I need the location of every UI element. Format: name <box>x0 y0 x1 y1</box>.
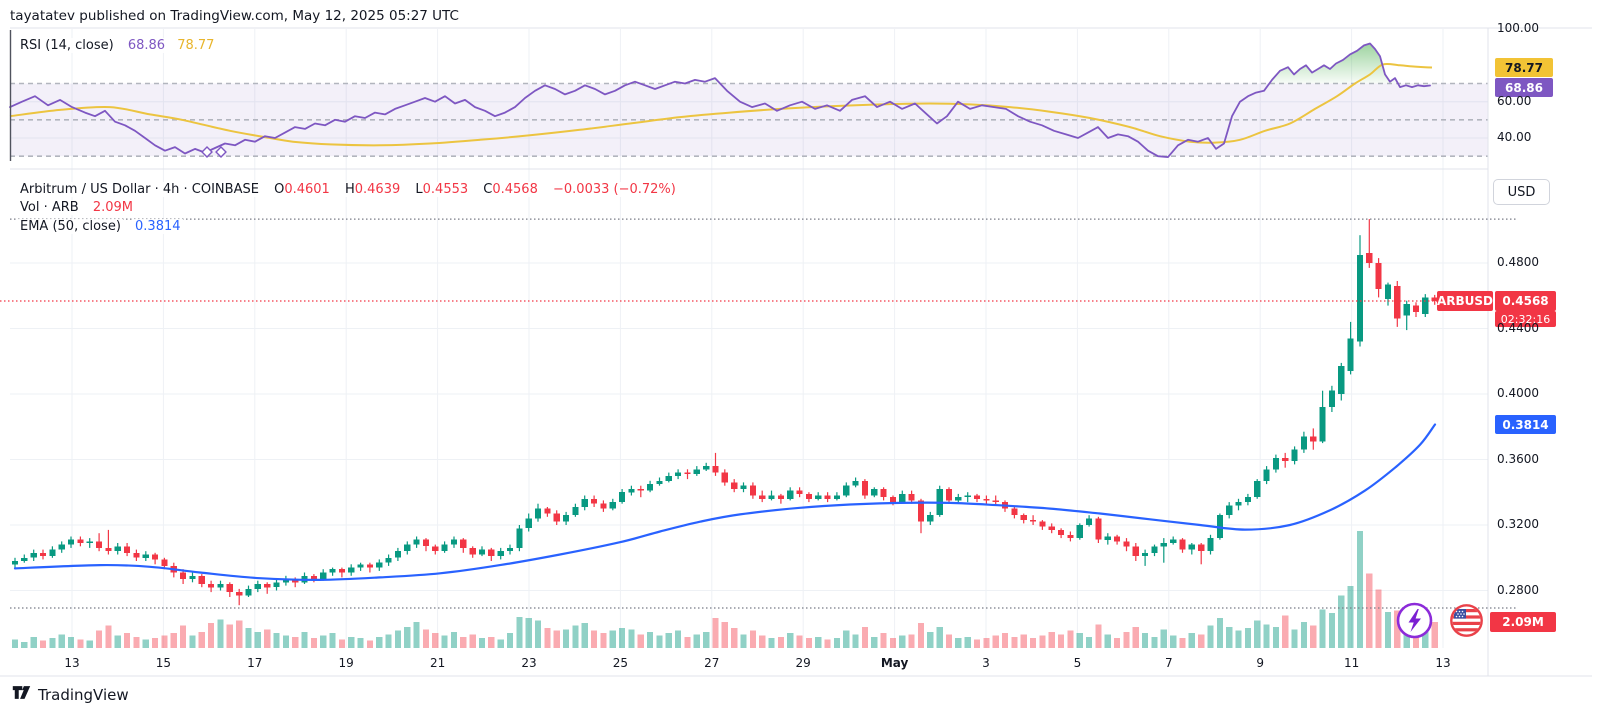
ema-legend-row[interactable]: EMA (50, close) 0.3814 <box>18 219 183 235</box>
volume-value: 2.09M <box>90 200 136 215</box>
reference-lines <box>0 218 1516 609</box>
tradingview-logo-icon <box>12 683 31 706</box>
bar-countdown-badge: 02:32:16 <box>1495 311 1556 327</box>
volume-legend-title[interactable]: Vol · ARB <box>18 200 81 215</box>
attribution-text: tayatatev published on TradingView.com, … <box>10 8 459 24</box>
rsi-overbought-fill <box>1270 43 1396 84</box>
time-axis-label: 17 <box>247 656 263 670</box>
rsi-line <box>9 42 1431 158</box>
volume-value-badge: 2.09M <box>1490 612 1556 632</box>
ema-legend-title[interactable]: EMA (50, close) <box>18 219 123 234</box>
time-axis-label: 13 <box>64 656 80 670</box>
rsi-ma-value: 78.77 <box>175 38 217 53</box>
time-axis-label: 29 <box>795 656 811 670</box>
low-value: L0.4553 <box>413 182 471 197</box>
symbol-title[interactable]: Arbitrum / US Dollar · 4h · COINBASE <box>18 182 261 197</box>
rsi-legend[interactable]: RSI (14, close) 68.86 78.77 <box>18 38 217 54</box>
time-axis-label: 3 <box>982 656 990 670</box>
rsi-ma-badge: 78.77 <box>1495 58 1553 77</box>
ema-price-badge: 0.3814 <box>1495 415 1556 434</box>
time-axis-label: 21 <box>429 656 446 670</box>
high-value: H0.4639 <box>342 182 403 197</box>
time-axis-label: 27 <box>704 656 720 670</box>
rsi-pivot-marker <box>215 146 227 158</box>
pane-borders <box>0 27 1592 677</box>
candles <box>11 219 1438 606</box>
tradingview-logo[interactable]: TradingView <box>12 683 129 706</box>
time-axis-label: May <box>880 656 909 670</box>
last-price-badge: 0.4568 <box>1495 291 1556 311</box>
usd-flag-icon <box>1450 604 1483 637</box>
open-value: O0.4601 <box>272 182 332 197</box>
grid-lines <box>10 29 1488 648</box>
time-axis-label: 15 <box>155 656 172 670</box>
currency-usd-button[interactable]: USD <box>1493 179 1550 205</box>
tradingview-logo-text: TradingView <box>38 685 129 704</box>
volume-legend-row[interactable]: Vol · ARB 2.09M <box>18 200 136 216</box>
time-axis-label: 9 <box>1256 656 1264 670</box>
rsi-ma-line <box>9 62 1433 147</box>
change-value: −0.0033 (−0.72%) <box>551 182 678 197</box>
time-axis-label: 13 <box>1435 656 1451 670</box>
time-axis-label: 5 <box>1073 656 1082 670</box>
rsi-pane <box>9 42 1488 158</box>
symbol-price-label: ARBUSD <box>1437 291 1493 311</box>
volume-bars <box>11 531 1438 649</box>
arb-token-icon <box>1396 602 1433 639</box>
time-axis[interactable]: 13 15 17 19 21 23 25 27 29 May 3 5 7 9 11 13 <box>0 648 1488 676</box>
time-axis-label: 11 <box>1343 656 1360 670</box>
ema-value: 0.3814 <box>133 219 183 234</box>
rsi-legend-title[interactable]: RSI (14, close) <box>18 38 116 53</box>
time-axis-label: 23 <box>521 656 537 670</box>
symbol-legend-row[interactable]: Arbitrum / US Dollar · 4h · COINBASE O0.… <box>18 182 678 198</box>
ema-line <box>13 423 1437 582</box>
time-axis-label: 25 <box>612 656 629 670</box>
time-axis-label: 7 <box>1164 656 1173 670</box>
rsi-value: 68.86 <box>125 38 168 53</box>
time-axis-label: 19 <box>338 656 354 670</box>
rsi-value-badge: 68.86 <box>1495 78 1553 97</box>
rsi-pivot-marker <box>201 146 213 158</box>
close-value: C0.4568 <box>481 182 540 197</box>
